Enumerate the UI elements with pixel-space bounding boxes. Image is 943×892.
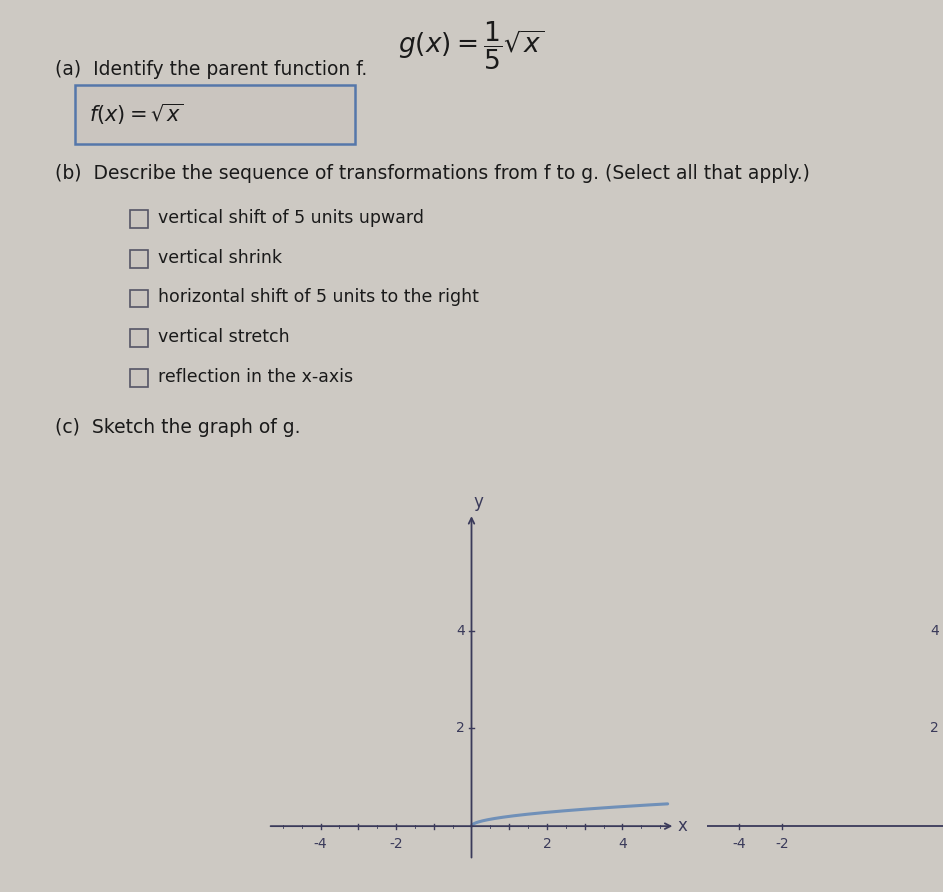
Text: -2: -2 bbox=[389, 837, 403, 851]
Bar bbox=[130, 329, 148, 347]
Bar bbox=[130, 210, 148, 227]
Text: -4: -4 bbox=[314, 837, 327, 851]
Text: 2: 2 bbox=[542, 837, 552, 851]
Text: vertical shrink: vertical shrink bbox=[158, 249, 282, 267]
Text: (a)  Identify the parent function f.: (a) Identify the parent function f. bbox=[55, 60, 367, 78]
Text: y: y bbox=[473, 493, 483, 511]
Text: horizontal shift of 5 units to the right: horizontal shift of 5 units to the right bbox=[158, 288, 479, 307]
Text: 2: 2 bbox=[456, 722, 465, 735]
Text: 4: 4 bbox=[456, 624, 465, 638]
Text: reflection in the x-axis: reflection in the x-axis bbox=[158, 368, 353, 386]
Bar bbox=[75, 85, 355, 145]
Text: vertical shift of 5 units upward: vertical shift of 5 units upward bbox=[158, 209, 424, 227]
Bar bbox=[130, 250, 148, 268]
Bar bbox=[130, 290, 148, 308]
Text: $f(x) = \sqrt{x}$: $f(x) = \sqrt{x}$ bbox=[89, 102, 184, 127]
Text: 4: 4 bbox=[618, 837, 627, 851]
Text: (c)  Sketch the graph of g.: (c) Sketch the graph of g. bbox=[55, 417, 301, 437]
Text: (b)  Describe the sequence of transformations from f to g. (Select all that appl: (b) Describe the sequence of transformat… bbox=[55, 164, 810, 183]
Text: -2: -2 bbox=[775, 837, 789, 851]
Text: 4: 4 bbox=[930, 624, 938, 638]
Text: x: x bbox=[677, 817, 687, 835]
Text: -4: -4 bbox=[733, 837, 746, 851]
Text: $g(x) = \dfrac{1}{5}\sqrt{x}$: $g(x) = \dfrac{1}{5}\sqrt{x}$ bbox=[398, 20, 544, 72]
Bar bbox=[130, 369, 148, 387]
Text: 2: 2 bbox=[930, 722, 938, 735]
Text: vertical stretch: vertical stretch bbox=[158, 328, 290, 346]
